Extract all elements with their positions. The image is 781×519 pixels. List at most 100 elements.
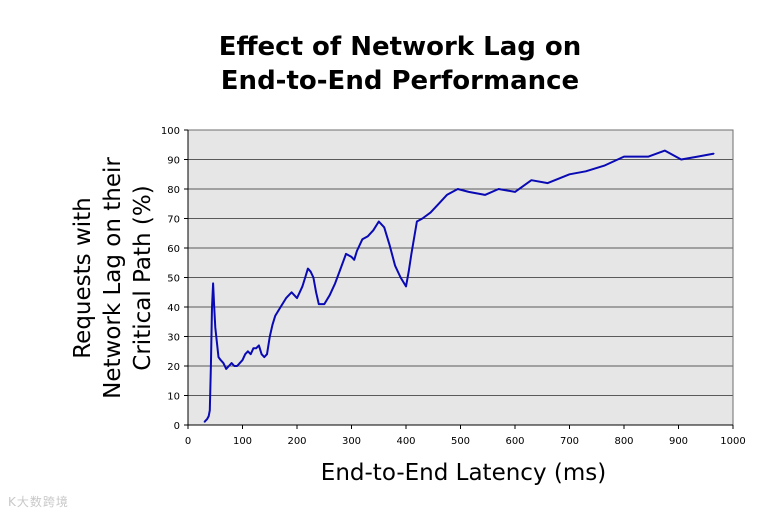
data-point: [367, 235, 369, 237]
x-tick-label-700: 700: [560, 436, 579, 447]
y-axis-label: Requests with Network Lag on their Critica…: [70, 157, 156, 399]
data-point: [318, 303, 320, 305]
data-point: [241, 359, 244, 361]
data-point: [647, 155, 650, 158]
data-point: [271, 324, 274, 326]
data-point: [307, 268, 309, 270]
x-tick-label-300: 300: [342, 436, 361, 447]
x-tick-label-0: 0: [185, 436, 191, 447]
y-tick-label-70: 70: [167, 215, 180, 226]
data-point: [269, 335, 271, 338]
x-axis-label: End-to-End Latency (ms): [321, 460, 606, 486]
data-point: [664, 150, 666, 152]
chart-title: Effect of Network Lag on End-to-End Perf…: [150, 30, 650, 98]
y-tick-label-100: 100: [161, 126, 180, 137]
x-tick-label-400: 400: [396, 436, 415, 447]
data-point: [405, 285, 407, 287]
data-point: [212, 282, 214, 284]
data-point: [301, 285, 304, 287]
data-point: [498, 188, 500, 190]
data-point: [680, 158, 682, 161]
data-point: [214, 327, 216, 329]
data-point: [394, 265, 396, 267]
y-tick-label-40: 40: [167, 303, 180, 314]
data-point: [211, 306, 213, 308]
data-point: [623, 155, 625, 158]
data-point: [410, 253, 413, 255]
data-point: [696, 155, 699, 158]
data-point: [323, 303, 325, 305]
data-point: [239, 362, 241, 364]
data-point: [293, 294, 295, 296]
data-point: [225, 368, 227, 370]
data-point: [210, 365, 212, 367]
x-tick-label-800: 800: [614, 436, 633, 447]
data-point: [231, 362, 233, 364]
data-point: [383, 226, 385, 228]
x-tick-label-900: 900: [669, 436, 688, 447]
data-point: [484, 194, 486, 196]
data-point: [604, 164, 606, 166]
data-point: [399, 276, 402, 279]
x-tick-label-200: 200: [287, 436, 306, 447]
watermark-text: K大数跨境: [8, 495, 69, 509]
data-point: [468, 191, 470, 193]
data-point: [372, 229, 374, 231]
data-point: [345, 253, 347, 255]
data-point: [216, 341, 218, 343]
data-point: [252, 347, 254, 349]
data-point: [258, 344, 260, 346]
data-point: [350, 256, 353, 258]
data-point: [457, 188, 459, 190]
data-point: [361, 238, 363, 240]
data-point: [380, 223, 383, 225]
data-point: [547, 182, 549, 184]
data-point: [274, 315, 276, 317]
data-point: [421, 217, 423, 220]
data-point: [208, 415, 210, 417]
data-point: [296, 297, 298, 299]
data-point: [250, 353, 252, 355]
data-point: [312, 276, 314, 279]
data-point: [220, 359, 222, 361]
data-point: [530, 179, 532, 181]
x-tick-label-100: 100: [233, 436, 252, 447]
chart-title-line-1: Effect of Network Lag on: [218, 32, 582, 62]
data-point: [340, 268, 342, 270]
data-point: [280, 306, 282, 308]
y-tick-label-20: 20: [167, 362, 180, 373]
data-point: [263, 356, 265, 358]
data-point: [203, 421, 205, 423]
x-tick-label-500: 500: [451, 436, 470, 447]
series-line-1: [203, 149, 715, 423]
data-point: [260, 353, 263, 355]
y-tick-label-90: 90: [167, 156, 180, 167]
y-tick-label-60: 60: [167, 244, 180, 255]
data-point: [310, 271, 312, 273]
y-axis-label-line-1: Requests with: [70, 197, 96, 359]
data-point: [514, 191, 516, 193]
data-point: [446, 194, 448, 196]
y-axis-label-line-2: Network Lag on their: [100, 157, 126, 399]
data-point: [299, 291, 301, 293]
data-point: [438, 203, 440, 205]
data-point: [315, 291, 317, 293]
data-point: [356, 250, 358, 252]
data-point: [217, 356, 220, 358]
data-point: [233, 365, 235, 367]
data-point: [255, 347, 257, 349]
y-tick-label-0: 0: [174, 421, 180, 432]
data-point: [285, 297, 287, 299]
data-point: [244, 353, 246, 355]
x-tick-label-1000: 1000: [720, 436, 745, 447]
data-point: [213, 306, 215, 308]
data-point: [206, 418, 208, 420]
data-point: [329, 294, 331, 296]
y-tick-label-30: 30: [167, 333, 180, 344]
data-point: [304, 276, 306, 279]
data-point: [334, 282, 336, 284]
y-tick-label-80: 80: [167, 185, 180, 196]
y-axis-label-line-3: Critical Path (%): [130, 185, 156, 370]
data-point: [222, 362, 225, 364]
